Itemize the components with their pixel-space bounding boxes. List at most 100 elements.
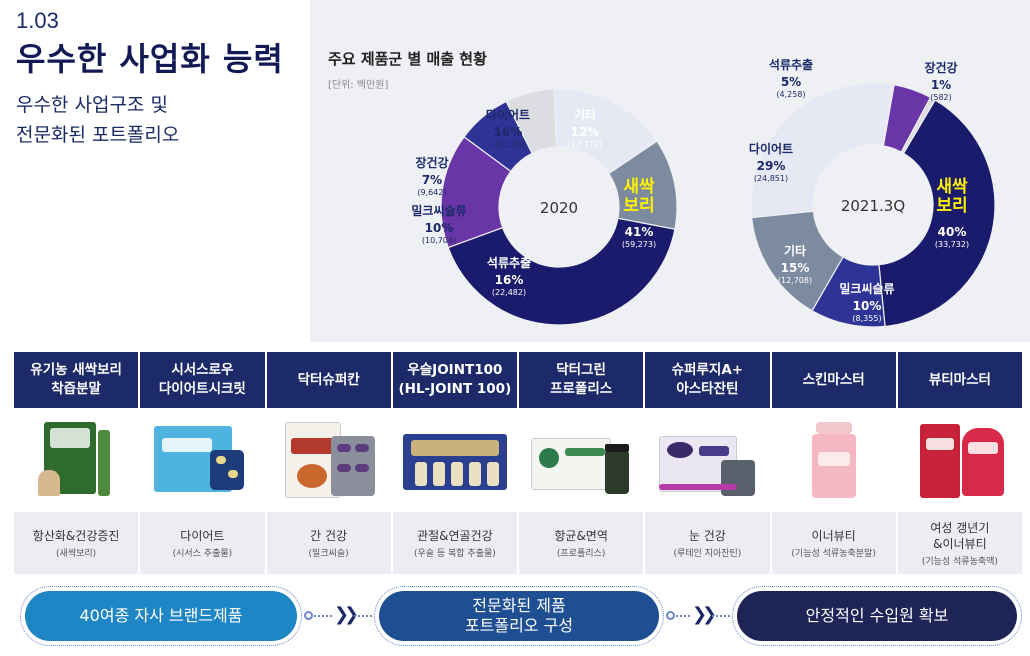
- product-footer: 간 건강 (밀크씨슬): [266, 512, 391, 574]
- double-chevron-right-icon: ❯❯: [692, 604, 717, 625]
- bottle-box-icon: [519, 408, 644, 512]
- page-subtitle: 우수한 사업구조 및 전문화된 포트폴리오: [16, 94, 180, 146]
- product-sub: (새싹보리): [56, 548, 97, 559]
- product-card[interactable]: 닥터그린 프로폴리스 항균&면역 (프로폴리스): [519, 352, 644, 574]
- donut-slice: [447, 217, 676, 326]
- slice-value-label: (17,771): [568, 140, 602, 149]
- slice-percent-label: 12%: [571, 125, 600, 139]
- section-number: 1.03: [16, 8, 59, 33]
- gift-box-icon: [392, 408, 517, 512]
- product-sub: (밀크씨슬): [308, 548, 349, 559]
- product-footer: 이너뷰티 (기능성 석류농축분말): [771, 512, 896, 574]
- slice-name-label: 장건강: [924, 60, 957, 75]
- slice-percent-label: 10%: [425, 221, 454, 235]
- slice-name-label: 석류추출: [487, 255, 531, 270]
- slice-percent-label: 5%: [781, 75, 801, 89]
- slice-name-label: 석류추출: [769, 57, 813, 72]
- slice-value-label: (12,708): [778, 276, 812, 285]
- donut-slice: [878, 99, 996, 328]
- product-name: 닥터슈퍼칸: [266, 352, 391, 408]
- product-card[interactable]: 시서스로우 다이어트시크릿 다이어트 (시서스 추출물): [140, 352, 265, 574]
- product-desc: 여성 갱년기 &이너뷰티: [930, 520, 990, 551]
- eye-box-icon: [645, 408, 770, 512]
- product-desc: 다이어트: [180, 528, 225, 543]
- product-sub: (시서스 추출물): [172, 548, 233, 559]
- product-card[interactable]: 슈퍼루지A+ 아스타잔틴 눈 건강 (루테인 지아잔틴): [645, 352, 770, 574]
- slice-percent-label: 10%: [853, 299, 882, 313]
- product-card[interactable]: 우슬JOINT100 (HL-JOINT 100) 관절&연골건강 (우슬 등 …: [392, 352, 517, 574]
- product-desc: 관절&연골건강: [417, 528, 493, 543]
- slice-name-label: 다이어트: [486, 107, 530, 122]
- slice-percent-label: 29%: [757, 159, 786, 173]
- product-name: 시서스로우 다이어트시크릿: [140, 352, 265, 408]
- slice-percent-label: 7%: [422, 173, 442, 187]
- slice-name-label: 밀크씨슬류: [839, 282, 894, 296]
- product-footer: 항균&면역 (프로폴리스): [519, 512, 644, 574]
- product-footer: 관절&연골건강 (우슬 등 복합 추출물): [392, 512, 517, 574]
- slice-value-label: (33,732): [935, 240, 969, 249]
- product-footer: 여성 갱년기 &이너뷰티 (기능성 석류농축액): [897, 512, 1022, 574]
- donut-slice: [900, 96, 936, 155]
- slice-value-label: (4,258): [776, 90, 805, 99]
- connector-dot: [304, 611, 313, 620]
- slice-value-label: (9,642): [417, 188, 446, 197]
- slice-value-label: (10,704): [422, 236, 456, 245]
- product-name: 우슬JOINT100 (HL-JOINT 100): [392, 352, 517, 408]
- page-title: 우수한 사업화 능력: [16, 40, 284, 78]
- double-chevron-right-icon: ❯❯: [334, 604, 359, 625]
- chart-unit: [단위: 백만원]: [328, 80, 389, 91]
- donut-center-label: 2020: [540, 199, 578, 217]
- beauty-pouch-icon: [897, 408, 1022, 512]
- product-footer: 항산화&건강증진 (새싹보리): [14, 512, 139, 574]
- product-card[interactable]: 유기농 새싹보리 착즙분말 항산화&건강증진 (새싹보리): [14, 352, 139, 574]
- slice-percent-label: 16%: [494, 125, 523, 139]
- product-desc: 간 건강: [310, 528, 348, 543]
- slice-name-label: 다이어트: [749, 141, 793, 156]
- connector-line: [712, 615, 730, 617]
- blue-box-icon: [140, 408, 265, 512]
- sales-chart-panel: 주요 제품군 별 매출 현황 [단위: 백만원] 2020 새싹 보리 41% (59,…: [310, 0, 1030, 342]
- flow-step-2-label: 전문화된 제품 포트폴리오 구성: [379, 591, 659, 641]
- slice-name-label: 기타: [574, 107, 596, 122]
- slice-percent-label: 15%: [781, 261, 810, 275]
- slice-name-label: 기타: [784, 243, 806, 258]
- slice-value-label: (24,851): [754, 174, 788, 183]
- chart-title: 주요 제품군 별 매출 현황: [328, 50, 487, 68]
- product-sub: (우슬 등 복합 추출물): [413, 548, 496, 559]
- product-card[interactable]: 스킨마스터 이너뷰티 (기능성 석류농축분말): [771, 352, 896, 574]
- slice-name-label: 보리: [623, 196, 654, 216]
- product-footer: 다이어트 (시서스 추출물): [140, 512, 265, 574]
- product-name: 유기농 새싹보리 착즙분말: [14, 352, 139, 408]
- flow-step-1: 40여종 자사 브랜드제품: [20, 586, 302, 646]
- product-name: 닥터그린 프로폴리스: [519, 352, 644, 408]
- product-sub: (기능성 석류농축액): [921, 556, 998, 567]
- connector-line: [354, 615, 372, 617]
- product-grid: 유기농 새싹보리 착즙분말 항산화&건강증진 (새싹보리) 시서스로우 다이어트…: [14, 352, 1022, 574]
- product-name: 슈퍼루지A+ 아스타잔틴: [645, 352, 770, 408]
- product-desc: 이너뷰티: [811, 528, 856, 543]
- pill-pack-icon: [266, 408, 391, 512]
- slice-name-label: 새싹: [936, 177, 968, 197]
- slice-value-label: (8,355): [852, 314, 881, 323]
- product-name: 스킨마스터: [771, 352, 896, 408]
- flow-step-1-label: 40여종 자사 브랜드제품: [25, 591, 297, 641]
- product-card[interactable]: 뷰티마스터 여성 갱년기 &이너뷰티 (기능성 석류농축액): [897, 352, 1022, 574]
- product-card[interactable]: 닥터슈퍼칸 간 건강 (밀크씨슬): [266, 352, 391, 574]
- slice-percent-label: 41%: [625, 225, 654, 239]
- slice-value-label: (23,218): [491, 140, 525, 149]
- slice-name-label: 장건강: [415, 155, 448, 170]
- slice-value-label: (59,273): [622, 240, 656, 249]
- connector-line: [314, 615, 332, 617]
- donut-center-label: 2021.3Q: [841, 197, 905, 215]
- product-footer: 눈 건강 (루테인 지아잔틴): [645, 512, 770, 574]
- slice-name-label: 보리: [936, 196, 967, 216]
- pink-jar-icon: [771, 408, 896, 512]
- donut-slice: [750, 82, 895, 219]
- slice-name-label: 새싹: [623, 177, 655, 197]
- product-desc: 눈 건강: [688, 528, 726, 543]
- slice-percent-label: 1%: [931, 78, 951, 92]
- product-desc: 항균&면역: [554, 528, 608, 543]
- slice-percent-label: 40%: [938, 225, 967, 239]
- flow-step-3: 안정적인 수입원 확보: [732, 586, 1022, 646]
- connector-dot: [666, 611, 675, 620]
